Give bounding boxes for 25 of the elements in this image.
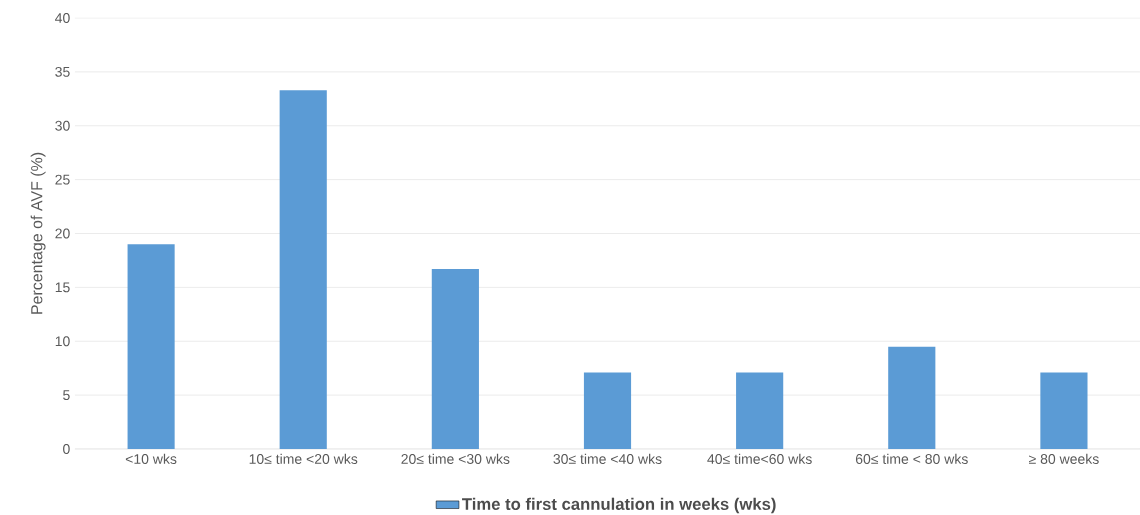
bar [736,372,784,449]
bar [888,346,936,449]
bar [279,90,327,449]
y-tick-label: 15 [55,282,70,293]
x-tick-label: 60≤ time < 80 wks [855,453,968,464]
y-tick-label: 20 [55,228,70,239]
legend-label: Time to first cannulation in weeks (wks) [462,497,776,514]
x-tick-label: <10 wks [125,453,177,464]
y-tick-label: 25 [55,174,70,185]
x-tick-label: ≥ 80 weeks [1029,453,1099,464]
y-tick-label: 10 [55,336,70,347]
y-tick-label: 40 [55,13,70,23]
x-tick-label: 30≤ time <40 wks [553,453,662,464]
x-tick-label: 20≤ time <30 wks [401,453,510,464]
bar [1040,372,1088,449]
y-axis-title: Percentage of AVF (%) [30,152,46,314]
y-tick-label: 30 [55,120,70,131]
x-tick-label: 40≤ time<60 wks [707,453,812,464]
bar [127,244,175,449]
y-tick-label: 0 [63,444,70,454]
bar [583,372,632,449]
x-tick-label: 10≤ time <20 wks [249,453,358,464]
y-tick-label: 5 [63,390,70,401]
y-tick-label: 35 [55,66,70,77]
bar [431,269,479,449]
